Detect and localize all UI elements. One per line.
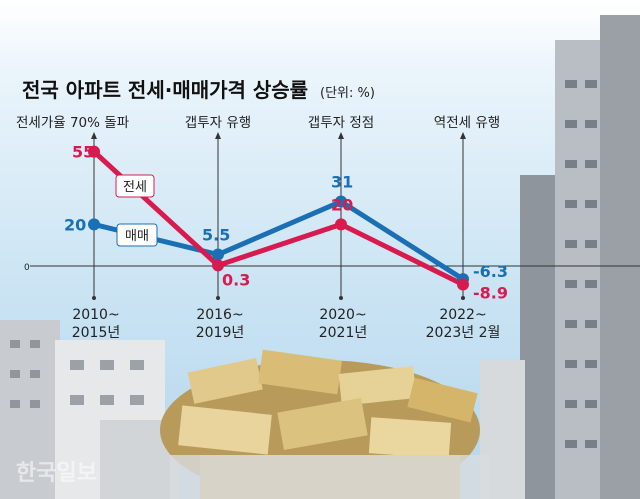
data-label: 20 bbox=[331, 195, 353, 214]
arrow-up-icon bbox=[215, 132, 221, 139]
data-point-jeonse bbox=[88, 145, 100, 158]
data-label: -8.9 bbox=[473, 284, 508, 303]
arrow-up-icon bbox=[460, 132, 466, 139]
data-label: 20 bbox=[64, 215, 86, 234]
x-tick-label: 2010~ bbox=[72, 307, 119, 323]
buildings-left bbox=[0, 320, 180, 499]
arrow-up-icon bbox=[338, 132, 344, 139]
guide-end-dot bbox=[339, 296, 343, 300]
annotation-label: 갭투자 유행 bbox=[185, 115, 251, 131]
x-tick-label: 2023년 2월 bbox=[426, 325, 501, 341]
data-point-maemae bbox=[335, 195, 347, 208]
annotation-label: 갭투자 정점 bbox=[308, 115, 374, 131]
annotation-label: 역전세 유행 bbox=[434, 115, 500, 131]
chart-unit: (단위: %) bbox=[320, 86, 375, 101]
data-label: 0.3 bbox=[222, 270, 250, 289]
guide-end-dot bbox=[461, 296, 465, 300]
chart-title: 전국 아파트 전세·매매가격 상승률 bbox=[22, 78, 308, 102]
arrow-up-icon bbox=[91, 132, 97, 139]
data-label: 5.5 bbox=[202, 226, 230, 245]
buildings-right bbox=[480, 15, 640, 499]
x-tick-label: 2016~ bbox=[196, 307, 243, 323]
legend-label-maemae: 매매 bbox=[125, 229, 149, 244]
data-point-jeonse bbox=[457, 278, 469, 291]
legend-jeonse: 전세 bbox=[115, 174, 155, 198]
x-tick-label: 2020~ bbox=[319, 307, 366, 323]
x-tick-label: 2021년 bbox=[319, 325, 368, 341]
data-label: -6.3 bbox=[473, 262, 508, 281]
data-label: 31 bbox=[331, 173, 353, 192]
data-point-maemae bbox=[212, 248, 224, 261]
x-tick-label: 2015년 bbox=[72, 325, 121, 341]
legend-maemae: 매매 bbox=[116, 223, 158, 247]
data-point-maemae bbox=[88, 218, 100, 231]
x-tick-label: 2022~ bbox=[439, 307, 486, 323]
data-point-jeonse bbox=[335, 218, 347, 231]
legend-label-jeonse: 전세 bbox=[123, 180, 147, 195]
watermark-logo: 한국일보 bbox=[16, 461, 97, 486]
zero-label: 0 bbox=[24, 263, 30, 273]
annotation-label: 전세가율 70% 돌파 bbox=[16, 115, 130, 131]
guide-end-dot bbox=[92, 296, 96, 300]
guide-end-dot bbox=[216, 296, 220, 300]
x-tick-label: 2019년 bbox=[196, 325, 245, 341]
data-point-jeonse bbox=[212, 259, 224, 272]
data-label: 55 bbox=[72, 143, 94, 162]
series-line-jeonse bbox=[92, 149, 465, 287]
